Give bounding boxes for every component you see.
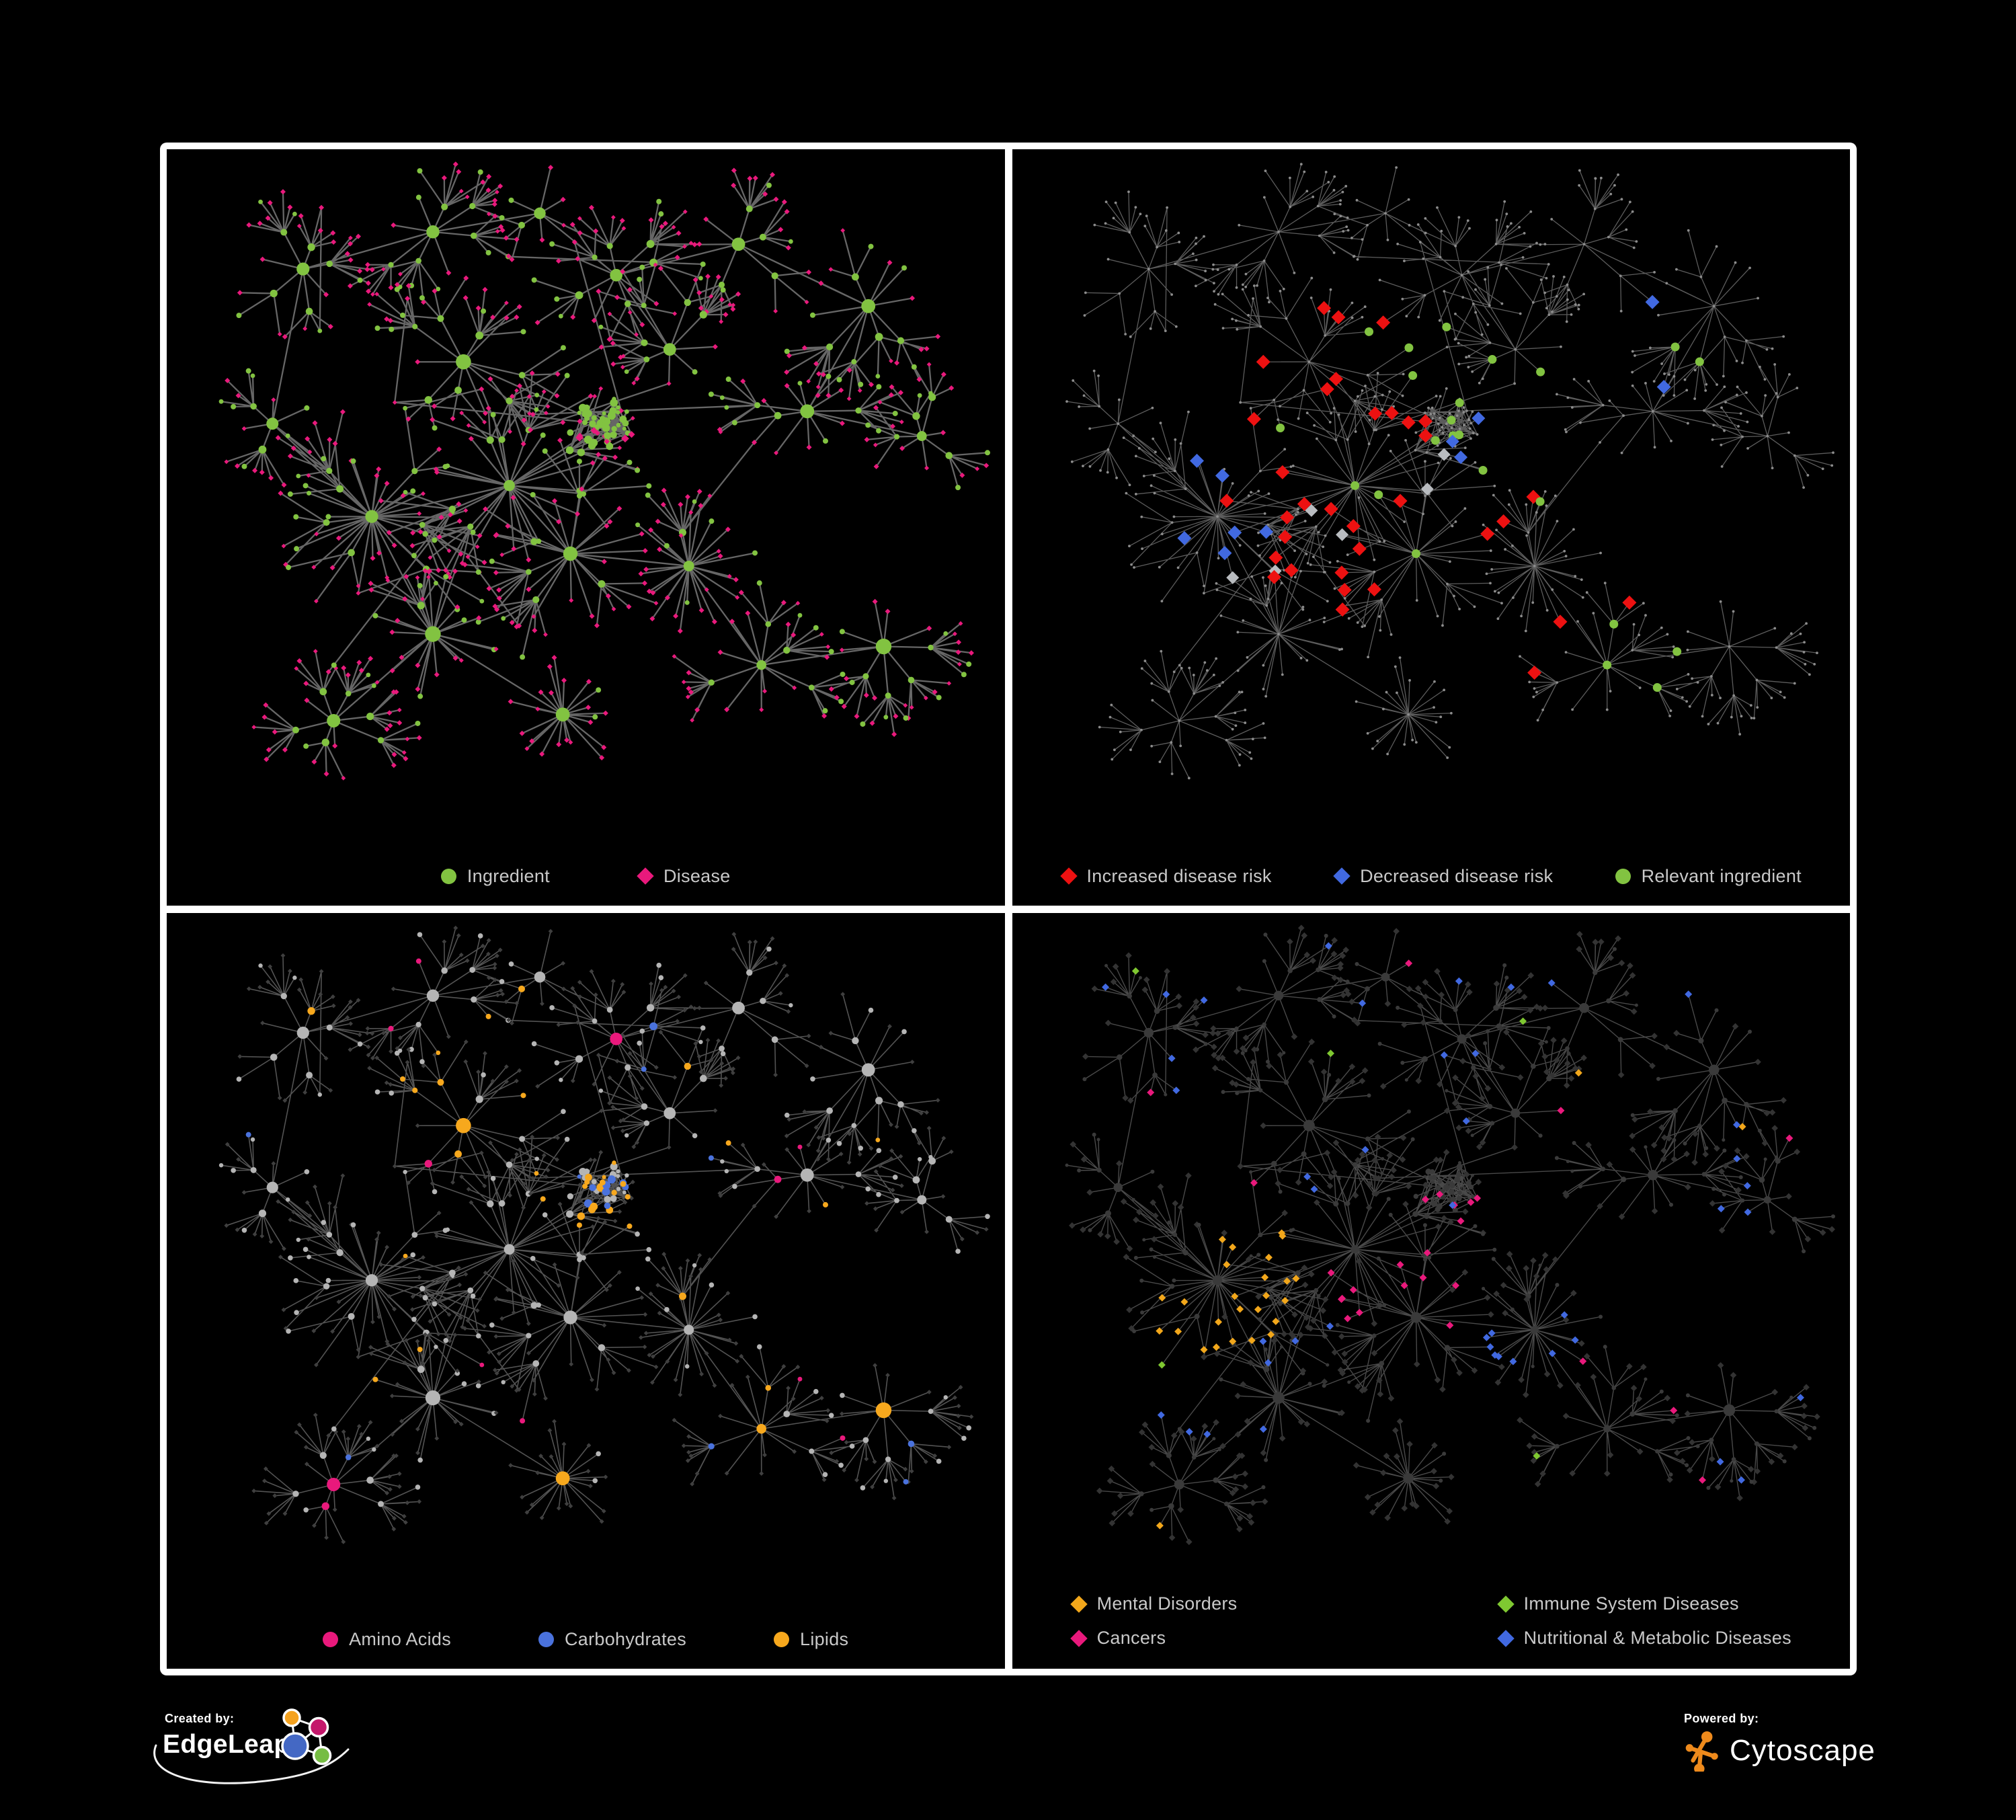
network-graph-nutrient-classes bbox=[218, 925, 990, 1544]
network-graph-ingredient-disease bbox=[218, 161, 990, 781]
legend-circle-swatch-icon bbox=[774, 1632, 789, 1647]
cytoscape-wordmark: Cytoscape bbox=[1730, 1734, 1876, 1767]
legend-item: Immune System Diseases bbox=[1496, 1593, 1791, 1614]
legend-circle-swatch-icon bbox=[1615, 868, 1631, 884]
legend-item: Lipids bbox=[774, 1629, 848, 1650]
legend-diamond-swatch-icon bbox=[1333, 867, 1350, 885]
legend-item: Ingredient bbox=[440, 865, 550, 887]
powered-by-block: Powered by: Cytoscape bbox=[1684, 1712, 1966, 1799]
powered-by-label: Powered by: bbox=[1684, 1712, 1759, 1725]
legend-label: Lipids bbox=[800, 1629, 849, 1649]
legend-circle-swatch-icon bbox=[323, 1632, 339, 1647]
cytoscape-network-icon bbox=[1685, 1731, 1718, 1772]
legend-label: Mental Disorders bbox=[1096, 1593, 1238, 1614]
legend-item: Cancers bbox=[1070, 1628, 1410, 1649]
legend-disease-classes: Mental Disorders Immune System Diseases Ca… bbox=[1012, 1593, 1851, 1649]
edgeleap-wordmark: EdgeLeap bbox=[163, 1730, 290, 1759]
legend-item: Amino Acids bbox=[323, 1629, 451, 1650]
legend-label: Decreased disease risk bbox=[1360, 865, 1554, 886]
panel-nutrient-classes: Amino Acids Carbohydrates Lipids bbox=[167, 912, 1005, 1669]
legend-diamond-swatch-icon bbox=[1496, 1595, 1515, 1613]
legend-label: Immune System Diseases bbox=[1523, 1593, 1739, 1614]
legend-label: Cancers bbox=[1096, 1628, 1166, 1648]
legend-circle-swatch-icon bbox=[538, 1632, 554, 1647]
legend-ingredient-disease: Ingredient Disease bbox=[167, 866, 1005, 887]
legend-item: Mental Disorders bbox=[1070, 1593, 1410, 1614]
legend-nutrient-classes: Amino Acids Carbohydrates Lipids bbox=[167, 1629, 1005, 1650]
panel-disease-risk: Increased disease risk Decreased disease … bbox=[1012, 149, 1851, 906]
legend-item: Carbohydrates bbox=[538, 1629, 686, 1650]
legend-item: Decreased disease risk bbox=[1333, 865, 1554, 887]
legend-label: Disease bbox=[663, 865, 731, 886]
legend-label: Relevant ingredient bbox=[1641, 865, 1802, 886]
legend-diamond-swatch-icon bbox=[1070, 1595, 1088, 1613]
legend-label: Ingredient bbox=[467, 865, 550, 886]
edgeleap-swoosh-graphic bbox=[153, 1744, 350, 1784]
panel-disease-classes: Mental Disorders Immune System Diseases Ca… bbox=[1012, 912, 1851, 1669]
legend-circle-swatch-icon bbox=[440, 868, 456, 884]
created-by-label: Created by: bbox=[165, 1712, 235, 1725]
network-graph-disease-risk bbox=[1065, 163, 1834, 780]
legend-label: Increased disease risk bbox=[1086, 865, 1272, 886]
panel-ingredient-disease: Ingredient Disease bbox=[167, 149, 1005, 906]
legend-item: Nutritional & Metabolic Diseases bbox=[1496, 1628, 1791, 1649]
legend-diamond-swatch-icon bbox=[1496, 1629, 1515, 1647]
legend-diamond-swatch-icon bbox=[637, 867, 654, 885]
network-graph-disease-classes bbox=[1065, 924, 1835, 1545]
legend-diamond-swatch-icon bbox=[1059, 867, 1078, 885]
created-by-block: Created by: EdgeLeap bbox=[153, 1708, 418, 1806]
legend-item: Increased disease risk bbox=[1059, 865, 1272, 887]
legend-diamond-swatch-icon bbox=[1070, 1629, 1088, 1647]
legend-label: Nutritional & Metabolic Diseases bbox=[1523, 1628, 1791, 1648]
legend-disease-risk: Increased disease risk Decreased disease … bbox=[1012, 866, 1851, 887]
legend-item: Relevant ingredient bbox=[1615, 866, 1802, 887]
figure-frame: Ingredient Disease Increased disease risk… bbox=[160, 143, 1857, 1675]
legend-item: Disease bbox=[637, 866, 731, 887]
edgeleap-network-icon bbox=[281, 1708, 332, 1766]
legend-label: Amino Acids bbox=[349, 1629, 451, 1649]
legend-label: Carbohydrates bbox=[565, 1629, 686, 1649]
